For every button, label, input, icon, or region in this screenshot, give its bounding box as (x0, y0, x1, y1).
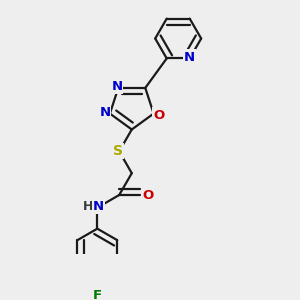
Text: O: O (142, 188, 154, 202)
Text: N: N (184, 50, 195, 64)
Text: S: S (113, 144, 123, 158)
Text: N: N (93, 200, 104, 213)
Text: H: H (83, 200, 94, 213)
Text: O: O (153, 109, 164, 122)
Text: N: N (99, 106, 110, 119)
Text: N: N (111, 80, 122, 93)
Text: F: F (93, 289, 102, 300)
